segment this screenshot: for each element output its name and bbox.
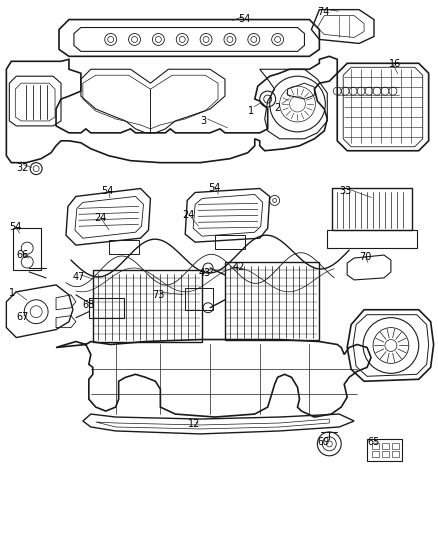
Bar — [382, 443, 389, 449]
Bar — [382, 451, 389, 457]
Text: 12: 12 — [188, 419, 201, 429]
Text: 66: 66 — [16, 250, 28, 260]
Bar — [372, 443, 379, 449]
Text: 70: 70 — [359, 252, 371, 262]
Text: 33: 33 — [339, 185, 351, 196]
Text: 3: 3 — [200, 116, 206, 126]
Bar — [372, 451, 379, 457]
Text: 54: 54 — [208, 182, 220, 192]
Text: 73: 73 — [152, 290, 165, 300]
Bar — [93, 270, 202, 342]
Bar — [89, 298, 124, 318]
Bar — [392, 443, 399, 449]
Bar — [13, 228, 41, 270]
Bar — [332, 189, 412, 230]
Text: 74: 74 — [318, 6, 330, 17]
Text: 1: 1 — [248, 106, 254, 116]
Text: 54: 54 — [101, 185, 113, 196]
Text: 24: 24 — [182, 211, 194, 220]
Text: 68: 68 — [83, 300, 95, 310]
Text: 67: 67 — [16, 312, 28, 322]
Bar — [185, 288, 213, 310]
Bar — [225, 262, 319, 340]
Text: 54: 54 — [238, 14, 250, 23]
Text: 65: 65 — [367, 437, 379, 447]
Bar — [392, 451, 399, 457]
Text: 1: 1 — [9, 288, 15, 298]
Text: 32: 32 — [16, 163, 28, 173]
Bar — [215, 235, 245, 249]
Text: 69: 69 — [318, 437, 330, 447]
Bar — [367, 439, 402, 461]
Text: 43: 43 — [198, 268, 210, 278]
Bar — [327, 230, 417, 248]
Text: 54: 54 — [9, 222, 22, 232]
Text: 47: 47 — [73, 272, 85, 282]
Text: 24: 24 — [94, 213, 106, 223]
Text: 16: 16 — [389, 59, 401, 69]
Text: 42: 42 — [233, 262, 245, 272]
Bar — [109, 240, 138, 254]
Text: 2: 2 — [275, 103, 281, 113]
